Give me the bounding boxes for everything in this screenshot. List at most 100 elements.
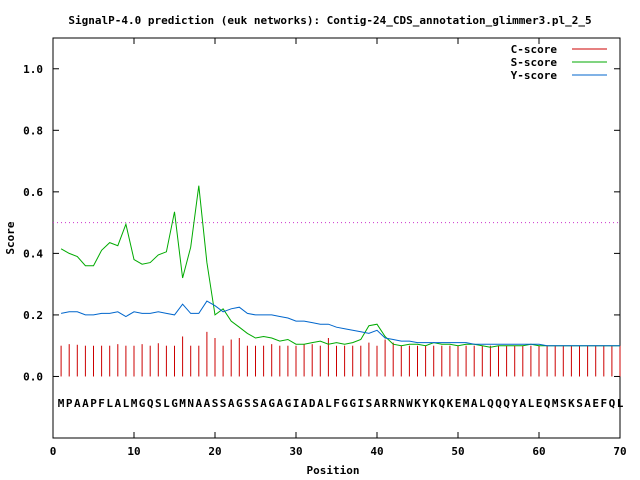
sequence-residue: Q [544,397,551,410]
sequence-residue: G [341,397,348,410]
sequence-residue: A [204,397,211,410]
sequence-residue: S [366,397,373,410]
sequence-residue: K [568,397,575,410]
sequence-residue: G [171,397,178,410]
sequence-residue: A [82,397,89,410]
y-tick-label: 0.8 [23,124,43,137]
sequence-residue: G [139,397,146,410]
sequence-residue: F [600,397,607,410]
sequence-residue: A [114,397,121,410]
y-tick-label: 0.4 [23,247,43,260]
sequence-residue: N [187,397,194,410]
sequence-residue: D [309,397,316,410]
sequence-residue: A [584,397,591,410]
s-score-series [60,185,620,348]
sequence-residue: S [212,397,219,410]
sequence-residue: I [293,397,300,410]
c-score-series [60,331,621,377]
sequence-residue: G [349,397,356,410]
plot-frame [52,37,621,439]
y-axis-label: Score [4,221,17,254]
sequence-residue: A [374,397,381,410]
sequence-residue: R [390,397,397,410]
sequence-residue: M [58,397,65,410]
sequence-residue: E [536,397,543,410]
sequence-residue: S [155,397,162,410]
sequence-residue: N [398,397,405,410]
sequence-residue: W [406,397,413,410]
sequence-residue: G [236,397,243,410]
legend-label: S-score [511,56,558,69]
x-tick-label: 10 [127,445,140,458]
x-tick-label: 70 [613,445,626,458]
sequence-residue: K [414,397,421,410]
sequence-residue: A [276,397,283,410]
x-axis-label: Position [307,464,360,477]
x-tick-label: 20 [208,445,221,458]
sequence-residue: A [228,397,235,410]
sequence-residue: Q [147,397,154,410]
s-score-line [60,185,620,348]
sequence-residue: P [66,397,73,410]
y-tick-labels: 0.0 0.2 0.4 0.6 0.8 1.0 [23,63,43,384]
sequence-residue: A [471,397,478,410]
sequence-residue: F [98,397,105,410]
sequence-residue: K [447,397,454,410]
sequence-residue: Y [511,397,518,410]
legend-label: Y-score [511,69,558,82]
sequence-residue: S [560,397,567,410]
x-tick-label: 40 [370,445,383,458]
sequence-residue: M [179,397,186,410]
sequence-residue: L [106,397,113,410]
sequence-residue: M [552,397,559,410]
x-tick-label: 60 [532,445,545,458]
sequence-residue: F [333,397,340,410]
sequence-residue: A [317,397,324,410]
sequence-residue: L [325,397,332,410]
sequence-residue: A [260,397,267,410]
sequence-residue: A [301,397,308,410]
sequence-residue: A [195,397,202,410]
legend-label: C-score [511,43,558,56]
x-tick-label: 0 [50,445,57,458]
y-tick-label: 0.2 [23,309,43,322]
y-tick-label: 0.0 [23,370,43,383]
sequence-residue: L [479,397,486,410]
x-tick-label: 50 [451,445,464,458]
axis-ticks [52,38,621,438]
sequence-residue: L [617,397,624,410]
sequence-residue: Q [503,397,510,410]
sequence-residue: Q [495,397,502,410]
chart-title: SignalP-4.0 prediction (euk networks): C… [68,14,591,27]
sequence-residue: G [268,397,275,410]
sequence-residue: P [90,397,97,410]
sequence-residue: Q [438,397,445,410]
sequence-residue: M [463,397,470,410]
y-tick-label: 1.0 [23,63,43,76]
sequence-residue: L [123,397,130,410]
sequence-residue: Q [487,397,494,410]
sequence-residue: S [244,397,251,410]
sequence-residue: S [252,397,259,410]
sequence-residue: A [519,397,526,410]
sequence-residue: E [592,397,599,410]
sequence-residue: K [430,397,437,410]
sequence-residue: R [382,397,389,410]
sequence-residue: I [357,397,364,410]
sequence-residue: G [285,397,292,410]
sequence-residue: M [131,397,138,410]
sequence-residue: Q [609,397,616,410]
sequence-residue: Y [422,397,429,410]
x-tick-label: 30 [289,445,302,458]
y-score-line [61,300,620,347]
sequence-residue: A [74,397,81,410]
sequence-residue: S [220,397,227,410]
y-score-series [61,300,620,347]
sequence-residue: L [163,397,170,410]
y-tick-label: 0.6 [23,186,43,199]
sequence-residue: L [528,397,535,410]
x-tick-labels: 0 10 20 30 40 50 60 70 [50,445,627,458]
